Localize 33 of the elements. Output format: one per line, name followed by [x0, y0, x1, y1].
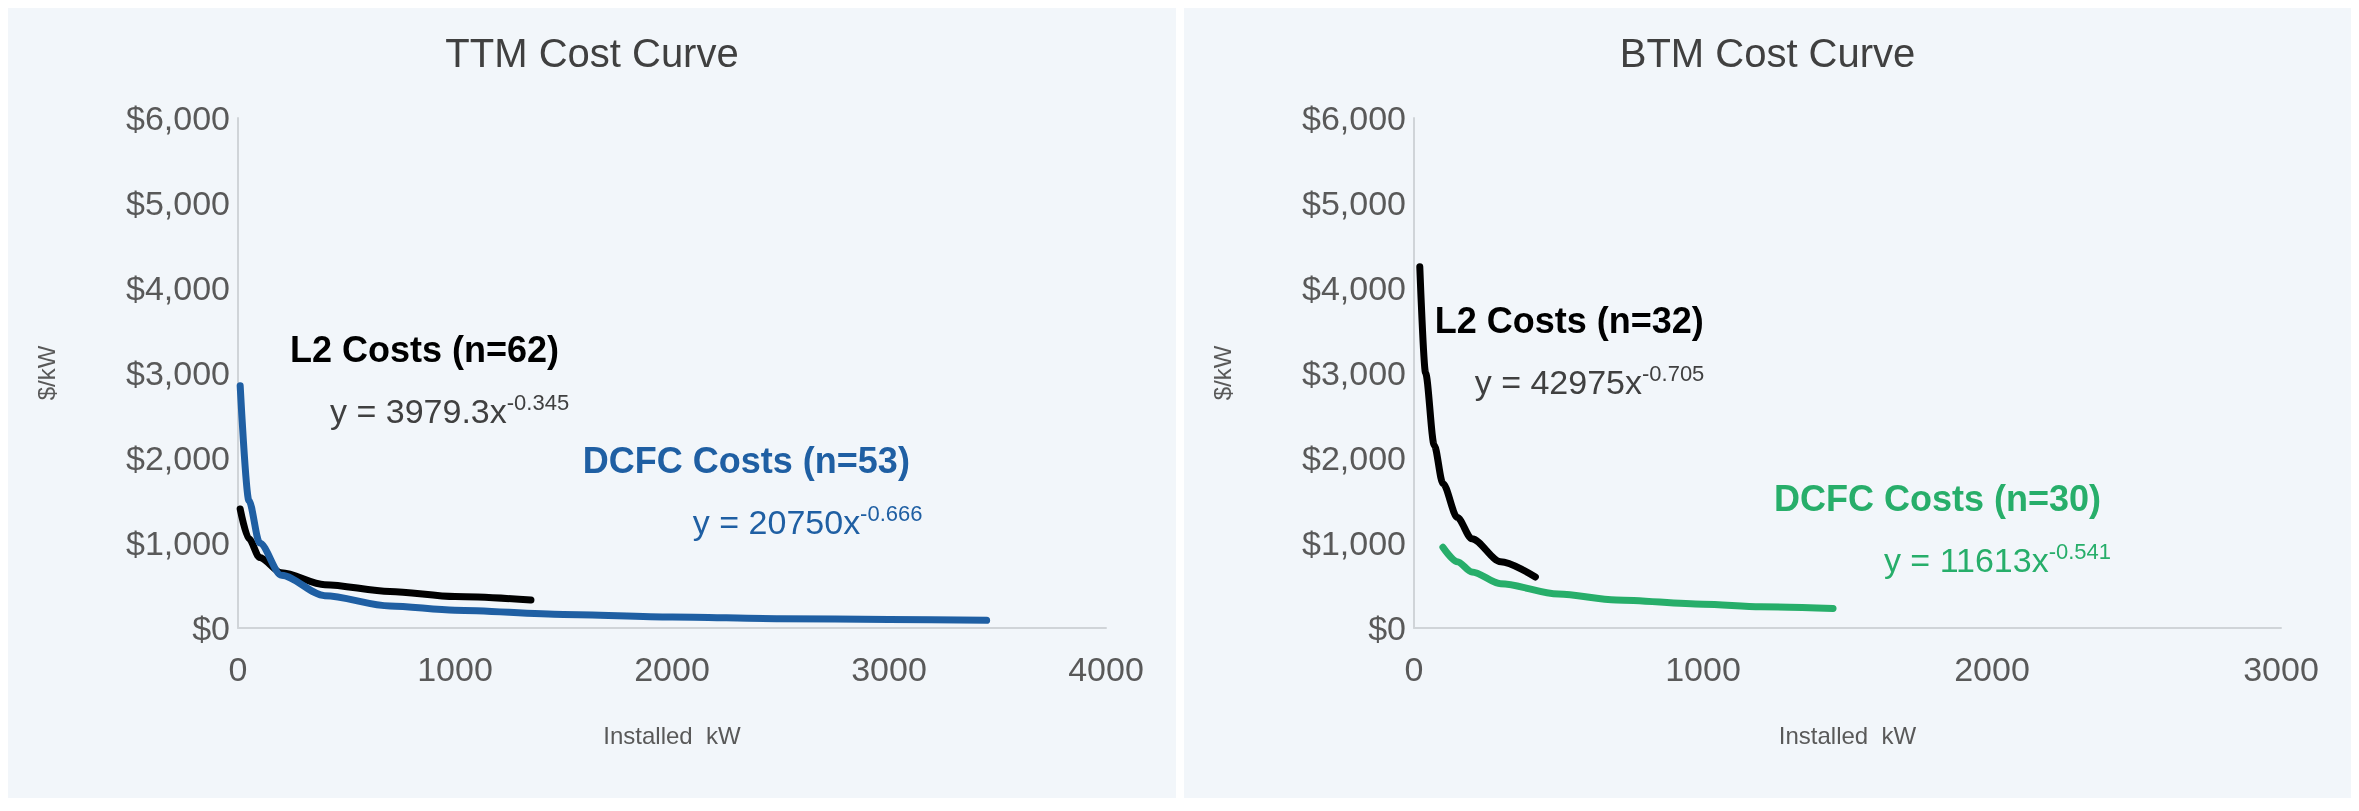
y-tick-label: $3,000 [1302, 354, 1406, 392]
x-tick-label: 4000 [1068, 650, 1144, 688]
y-tick-label: $6,000 [1302, 99, 1406, 137]
y-tick-label: $2,000 [126, 439, 230, 477]
y-axis-title: $/kW [1208, 345, 1236, 401]
y-tick-label: $1,000 [1302, 524, 1406, 562]
y-axis-title: $/kW [32, 345, 60, 401]
y-tick-label: $0 [1368, 609, 1406, 647]
y-tick-label: $3,000 [126, 354, 230, 392]
series-label: L2 Costs (n=32) [1434, 299, 1704, 341]
y-tick-label: $4,000 [126, 269, 230, 307]
y-tick-label: $4,000 [1302, 269, 1406, 307]
y-tick-label: $5,000 [1302, 184, 1406, 222]
chart-title: BTM Cost Curve [1619, 31, 1916, 75]
chart-title: TTM Cost Curve [445, 31, 739, 75]
x-axis-title: Installed kW [603, 721, 742, 749]
x-tick-label: 1000 [417, 650, 493, 688]
y-tick-label: $0 [192, 609, 230, 647]
x-axis-title: Installed kW [1778, 721, 1917, 749]
y-tick-label: $6,000 [126, 99, 230, 137]
y-tick-label: $2,000 [1302, 439, 1406, 477]
text: DCFC Costs (n=30) [1773, 477, 2101, 519]
x-tick-label: 0 [1404, 650, 1424, 688]
y-tick-label: $1,000 [126, 524, 230, 562]
x-tick-label: 2000 [634, 650, 710, 688]
text: DCFC Costs (n=53) [582, 439, 910, 481]
x-tick-label: 3000 [851, 650, 927, 688]
y-tick-label: $5,000 [126, 184, 230, 222]
x-tick-label: 3000 [2243, 650, 2319, 688]
text: L2 Costs (n=62) [290, 328, 560, 370]
x-tick-label: 2000 [1954, 650, 2030, 688]
x-tick-label: 0 [228, 650, 248, 688]
x-tick-label: 1000 [1665, 650, 1741, 688]
